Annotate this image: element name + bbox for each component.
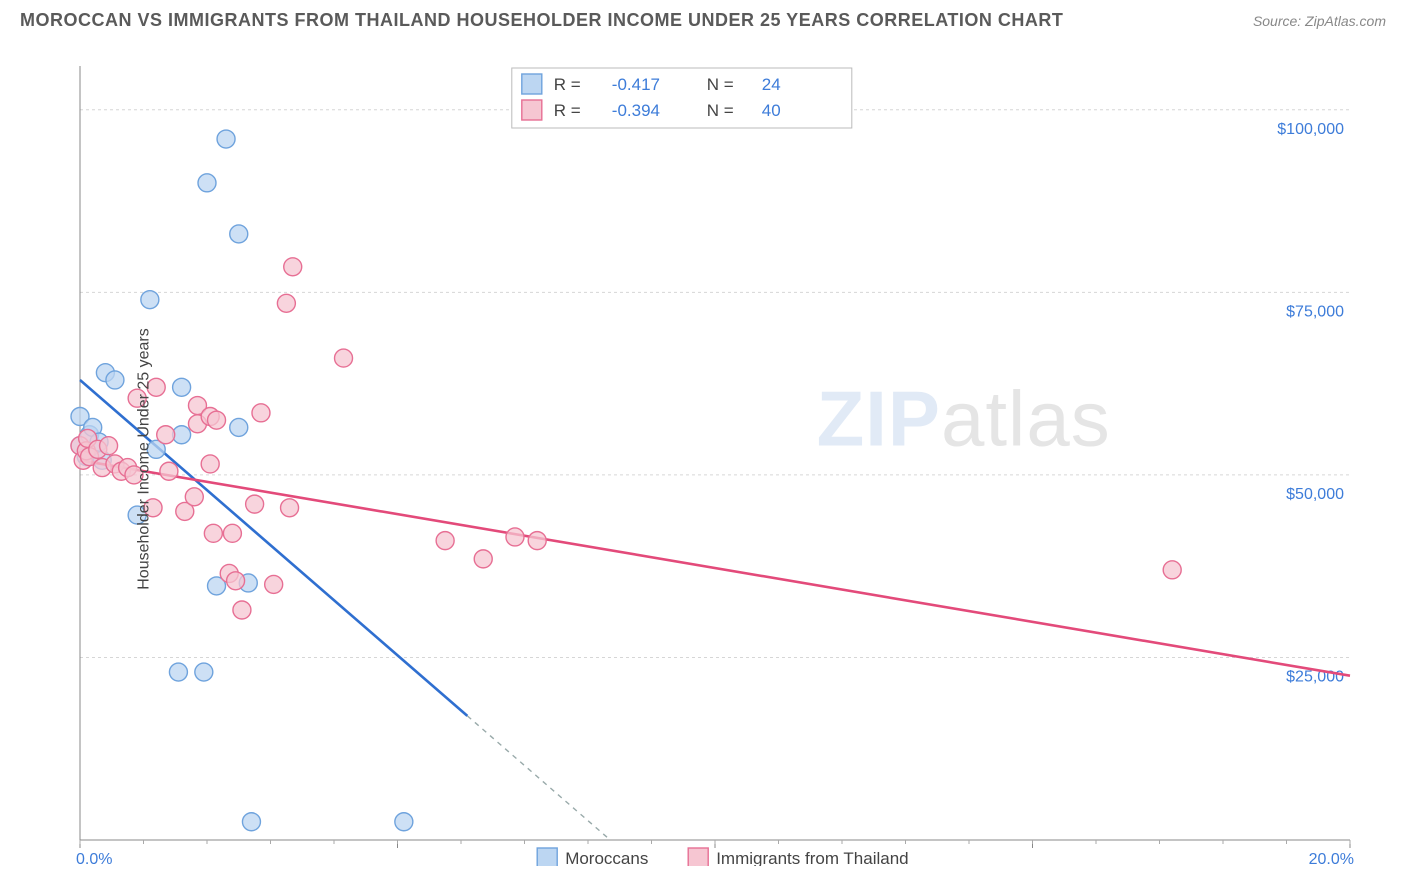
trend-line-dash-moroccans [467,716,610,840]
point-moroccans [141,291,159,309]
series-label: Moroccans [565,849,648,866]
point-thailand [160,462,178,480]
point-thailand [185,488,203,506]
point-thailand [201,455,219,473]
point-thailand [506,528,524,546]
point-thailand [252,404,270,422]
point-thailand [246,495,264,513]
y-tick-label: $100,000 [1277,121,1344,138]
point-thailand [528,532,546,550]
point-thailand [227,572,245,590]
legend-r-label: R = [554,75,581,94]
legend-n-value: 40 [762,101,781,120]
trend-line-thailand [80,460,1350,675]
point-moroccans [169,663,187,681]
point-moroccans [106,371,124,389]
series-swatch [688,848,708,866]
scatter-chart: $25,000$50,000$75,000$100,0000.0%20.0%ZI… [20,46,1366,866]
series-label: Immigrants from Thailand [716,849,908,866]
watermark: ZIPatlas [817,374,1111,462]
point-thailand [265,575,283,593]
point-thailand [208,411,226,429]
series-swatch [537,848,557,866]
source-label: Source: ZipAtlas.com [1253,13,1386,29]
point-thailand [100,437,118,455]
chart-container: Householder Income Under 25 years $25,00… [20,46,1386,872]
point-moroccans [230,225,248,243]
point-thailand [281,499,299,517]
legend-r-value: -0.394 [612,101,660,120]
point-thailand [335,349,353,367]
point-moroccans [198,174,216,192]
point-thailand [233,601,251,619]
legend-n-label: N = [707,75,734,94]
point-moroccans [217,130,235,148]
legend-n-value: 24 [762,75,781,94]
legend-r-label: R = [554,101,581,120]
x-tick-label: 0.0% [76,851,112,866]
point-moroccans [395,813,413,831]
point-thailand [277,294,295,312]
y-tick-label: $50,000 [1286,486,1344,503]
point-moroccans [242,813,260,831]
point-thailand [204,524,222,542]
legend-n-label: N = [707,101,734,120]
point-thailand [284,258,302,276]
y-axis-label: Householder Income Under 25 years [136,328,154,589]
y-tick-label: $75,000 [1286,303,1344,320]
point-thailand [157,426,175,444]
point-thailand [223,524,241,542]
x-tick-label: 20.0% [1309,851,1354,866]
legend-r-value: -0.417 [612,75,660,94]
legend-swatch [522,100,542,120]
point-moroccans [195,663,213,681]
point-thailand [474,550,492,568]
legend-swatch [522,74,542,94]
point-moroccans [173,378,191,396]
chart-title: MOROCCAN VS IMMIGRANTS FROM THAILAND HOU… [20,10,1063,31]
point-thailand [1163,561,1181,579]
point-moroccans [230,418,248,436]
point-thailand [436,532,454,550]
